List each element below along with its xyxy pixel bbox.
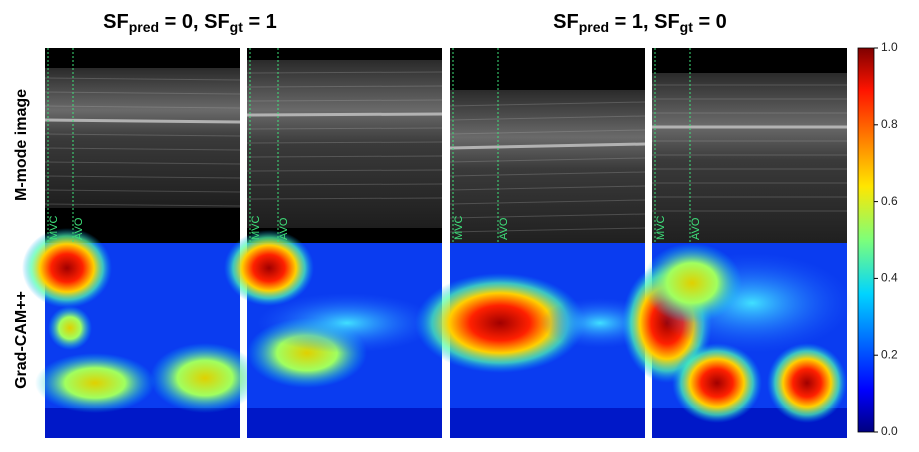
- colorbar-tick-label: 0.4: [881, 271, 898, 285]
- colorbar-tick-label: 0.2: [881, 347, 898, 361]
- marker-label: MVC: [453, 216, 465, 241]
- marker-label: AVO: [73, 217, 85, 240]
- echo-streak: [45, 120, 240, 122]
- echo-streak: [247, 114, 442, 115]
- figure: MVCAVOMVCAVOMVCAVOMVCAVO SFpred = 0, SFg…: [0, 0, 919, 447]
- heat-blob: [642, 243, 742, 323]
- mmode-image: [247, 60, 442, 228]
- heatmap-bottom: [247, 408, 442, 438]
- marker-label: MVC: [48, 216, 60, 241]
- marker-label: MVC: [655, 216, 667, 241]
- subscript: pred: [579, 19, 609, 35]
- subscript: pred: [129, 19, 159, 35]
- heat-blob: [224, 230, 314, 306]
- heat-blob: [767, 343, 847, 423]
- heat-blob: [48, 306, 92, 350]
- subscript: gt: [230, 19, 244, 35]
- marker-label: AVO: [690, 217, 702, 240]
- marker-label: MVC: [250, 216, 262, 241]
- title-part: = 1, SF: [609, 11, 680, 33]
- colorbar-tick-label: 0.0: [881, 424, 898, 438]
- marker-label: AVO: [278, 217, 290, 240]
- colorbar-tick-label: 0.8: [881, 117, 898, 131]
- heatmap-bottom: [450, 408, 645, 438]
- mmode-image: [450, 90, 645, 248]
- heat-blob: [672, 343, 762, 423]
- subscript: gt: [680, 19, 694, 35]
- heat-blob: [35, 353, 155, 413]
- panels: MVC AVO MVC AVO MVC AVO MVC AVO: [22, 48, 852, 438]
- title: SFpred = 1, SFgt = 0: [553, 11, 727, 35]
- title: SFpred = 0, SFgt = 1: [103, 11, 277, 35]
- title-part: = 1: [243, 11, 277, 33]
- heat-blob: [22, 228, 112, 308]
- title-part: = 0: [693, 11, 727, 33]
- title-part: = 0, SF: [159, 11, 230, 33]
- colorbar: [858, 48, 874, 432]
- row-label: M-mode image: [13, 89, 30, 201]
- heat-blob: [150, 343, 260, 413]
- heat-blob: [257, 293, 437, 353]
- colorbar-tick-label: 0.6: [881, 194, 898, 208]
- title-part: SF: [553, 11, 579, 33]
- marker-label: AVO: [498, 217, 510, 240]
- mmode-image: [45, 68, 240, 208]
- colorbar-tick-label: 1.0: [881, 40, 898, 54]
- title-part: SF: [103, 11, 129, 33]
- row-label: Grad-CAM++: [13, 291, 30, 389]
